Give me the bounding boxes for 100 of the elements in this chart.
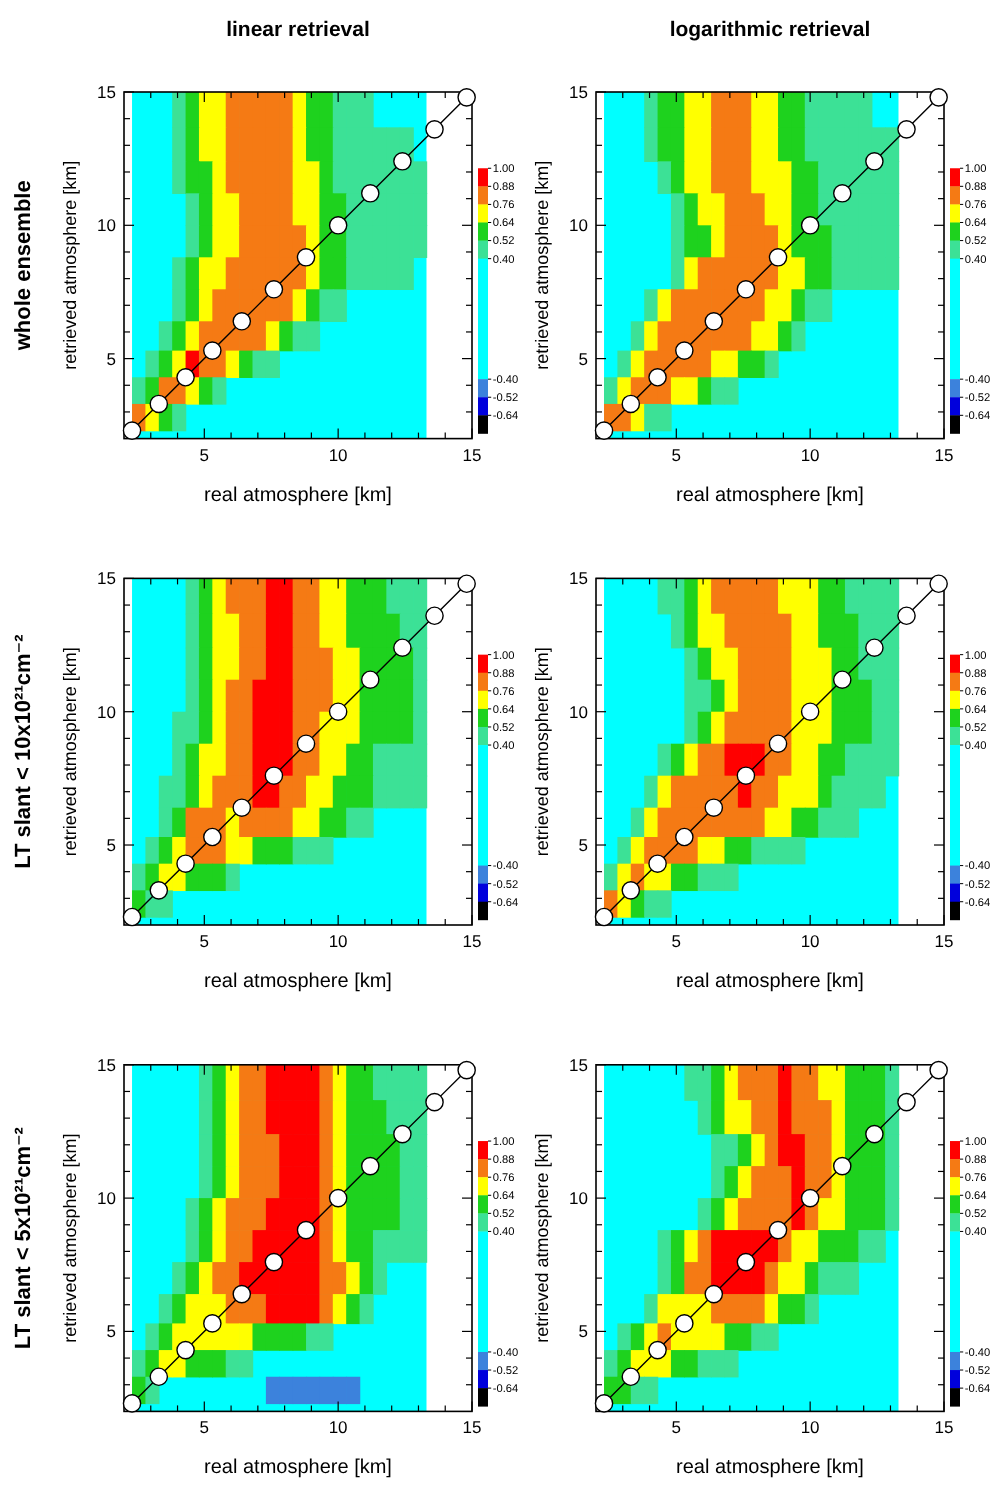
point	[594, 421, 614, 440]
chart-title: logarithmic retrieval	[669, 18, 871, 42]
y-tick-label: 10	[97, 1188, 117, 1209]
point	[704, 1284, 724, 1304]
line-series	[594, 1060, 948, 1413]
x-tick-label: 10	[800, 931, 821, 951]
point	[203, 827, 222, 847]
point	[736, 280, 756, 299]
y-axis-title: retrieved atmosphere [km]	[60, 160, 80, 370]
text: whole ensemble	[12, 180, 36, 353]
point	[425, 1092, 444, 1112]
y-tick-label: 5	[578, 834, 589, 855]
point	[648, 1340, 667, 1360]
x-axis-title: real atmosphere [km]	[204, 971, 393, 993]
point	[832, 1156, 852, 1176]
point	[122, 907, 142, 927]
y-axis-title: retrieved atmosphere [km]	[532, 647, 552, 857]
point	[360, 1156, 380, 1176]
point	[675, 1314, 694, 1333]
y-tick-label: 15	[97, 81, 117, 102]
point	[176, 1340, 195, 1360]
y-tick-label: 5	[106, 1321, 117, 1342]
point	[768, 248, 788, 267]
point	[122, 1394, 142, 1413]
line-series	[122, 574, 476, 927]
point	[264, 766, 284, 785]
point	[176, 854, 195, 873]
point	[264, 280, 284, 299]
x-tick-label: 15	[934, 1417, 954, 1438]
point	[393, 152, 412, 171]
x-tick-label: 15	[462, 444, 482, 465]
x-axis-title: real atmosphere [km]	[676, 971, 865, 993]
y-tick-label: 10	[97, 215, 117, 236]
point	[393, 638, 412, 658]
point	[328, 1188, 348, 1208]
x-tick-label: 5	[671, 931, 682, 951]
y-axis-title: retrieved atmosphere [km]	[60, 1133, 80, 1343]
point	[328, 702, 348, 722]
x-tick-label: 5	[199, 1417, 210, 1438]
point	[865, 638, 884, 658]
y-tick-label: 10	[97, 701, 117, 722]
x-tick-label: 5	[671, 1417, 682, 1438]
y-tick-label: 10	[569, 701, 589, 722]
x-tick-label: 5	[671, 444, 682, 465]
point	[704, 311, 724, 331]
point	[594, 907, 614, 927]
x-tick-label: 15	[462, 1417, 482, 1438]
point	[897, 606, 916, 626]
point	[296, 1220, 316, 1240]
y-tick-label: 15	[569, 568, 589, 589]
y-tick-label: 10	[569, 215, 589, 236]
point	[865, 152, 884, 171]
x-tick-label: 5	[199, 931, 210, 951]
line-series	[122, 88, 476, 440]
point	[176, 367, 195, 387]
x-tick-label: 15	[462, 931, 482, 951]
y-tick-label: 15	[97, 568, 117, 589]
y-tick-label: 15	[569, 81, 589, 102]
point	[832, 184, 852, 203]
point	[832, 670, 852, 690]
point	[736, 1252, 756, 1272]
point	[360, 184, 380, 203]
point	[621, 1367, 641, 1387]
x-tick-label: 10	[328, 444, 349, 465]
x-tick-label: 10	[800, 444, 821, 465]
point	[675, 827, 694, 847]
point	[328, 216, 348, 235]
point	[648, 854, 667, 873]
point	[800, 1188, 820, 1208]
y-axis-title: retrieved atmosphere [km]	[532, 160, 552, 370]
point	[800, 216, 820, 235]
point	[929, 574, 948, 594]
point	[232, 311, 252, 331]
point	[800, 702, 820, 722]
point	[621, 881, 641, 900]
chart-title: linear retrieval	[226, 18, 370, 42]
x-tick-label: 15	[934, 444, 954, 465]
point	[648, 367, 667, 387]
y-axis-title: retrieved atmosphere [km]	[60, 647, 80, 857]
x-tick-label: 15	[934, 931, 954, 951]
line-series	[594, 574, 948, 927]
point	[704, 798, 724, 817]
point	[149, 1367, 169, 1387]
point	[929, 1060, 948, 1080]
point	[232, 798, 252, 817]
point	[621, 394, 641, 414]
point	[296, 734, 316, 753]
point	[203, 341, 222, 360]
y-tick-label: 10	[569, 1188, 589, 1209]
y-tick-label: 5	[578, 1321, 589, 1342]
point	[296, 248, 316, 267]
y-tick-label: 15	[97, 1054, 117, 1075]
x-tick-label: 10	[328, 931, 349, 951]
line-series	[594, 88, 948, 440]
point	[457, 574, 476, 594]
point	[393, 1124, 412, 1144]
y-axis-title: retrieved atmosphere [km]	[532, 1133, 552, 1343]
point	[897, 1092, 916, 1112]
x-axis-title: real atmosphere [km]	[204, 484, 393, 507]
point	[149, 394, 169, 414]
